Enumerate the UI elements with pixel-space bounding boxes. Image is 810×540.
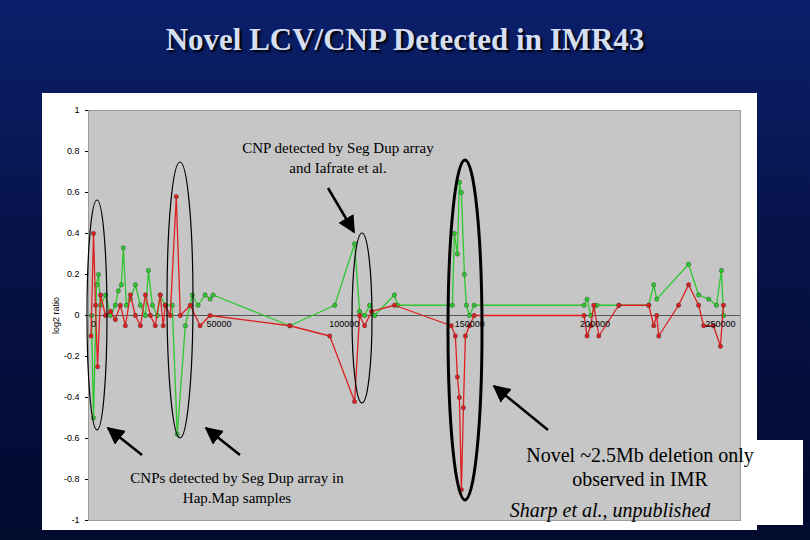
svg-text:-1: -1	[71, 515, 79, 525]
svg-text:-0.2: -0.2	[64, 351, 80, 361]
svg-text:0.8: 0.8	[67, 146, 80, 156]
svg-text:0: 0	[74, 310, 79, 320]
html-text:Novel LCV/CNP Detected in IMR4: Novel LCV/CNP Detected in IMR43	[165, 22, 645, 57]
svg-text:1: 1	[74, 105, 79, 115]
svg-text:Hap.Map samples: Hap.Map samples	[183, 490, 291, 506]
svg-text:Sharp et al., unpublished: Sharp et al., unpublished	[510, 499, 712, 522]
svg-text:0.6: 0.6	[67, 187, 80, 197]
svg-text:100000: 100000	[329, 319, 359, 329]
svg-text:250000: 250000	[705, 319, 735, 329]
svg-text:0: 0	[91, 319, 96, 329]
svg-text:50000: 50000	[206, 319, 231, 329]
svg-text:CNPs detected by Seg Dup array: CNPs detected by Seg Dup array in	[130, 470, 344, 486]
svg-text:and Iafrate et al.: and Iafrate et al.	[289, 160, 386, 176]
svg-text:0.4: 0.4	[67, 228, 80, 238]
svg-text:-0.8: -0.8	[64, 474, 80, 484]
svg-text:-0.4: -0.4	[64, 392, 80, 402]
svg-text:0.2: 0.2	[67, 269, 80, 279]
svg-text:200000: 200000	[580, 319, 610, 329]
svg-text:-0.6: -0.6	[64, 433, 80, 443]
svg-text:observed in IMR: observed in IMR	[572, 468, 708, 490]
svg-text:CNP detected by Seg Dup array: CNP detected by Seg Dup array	[242, 140, 434, 156]
svg-text:log2 ratio: log2 ratio	[51, 297, 61, 334]
svg-text:150000: 150000	[455, 319, 485, 329]
svg-text:Novel ~2.5Mb deletion only: Novel ~2.5Mb deletion only	[526, 444, 753, 467]
